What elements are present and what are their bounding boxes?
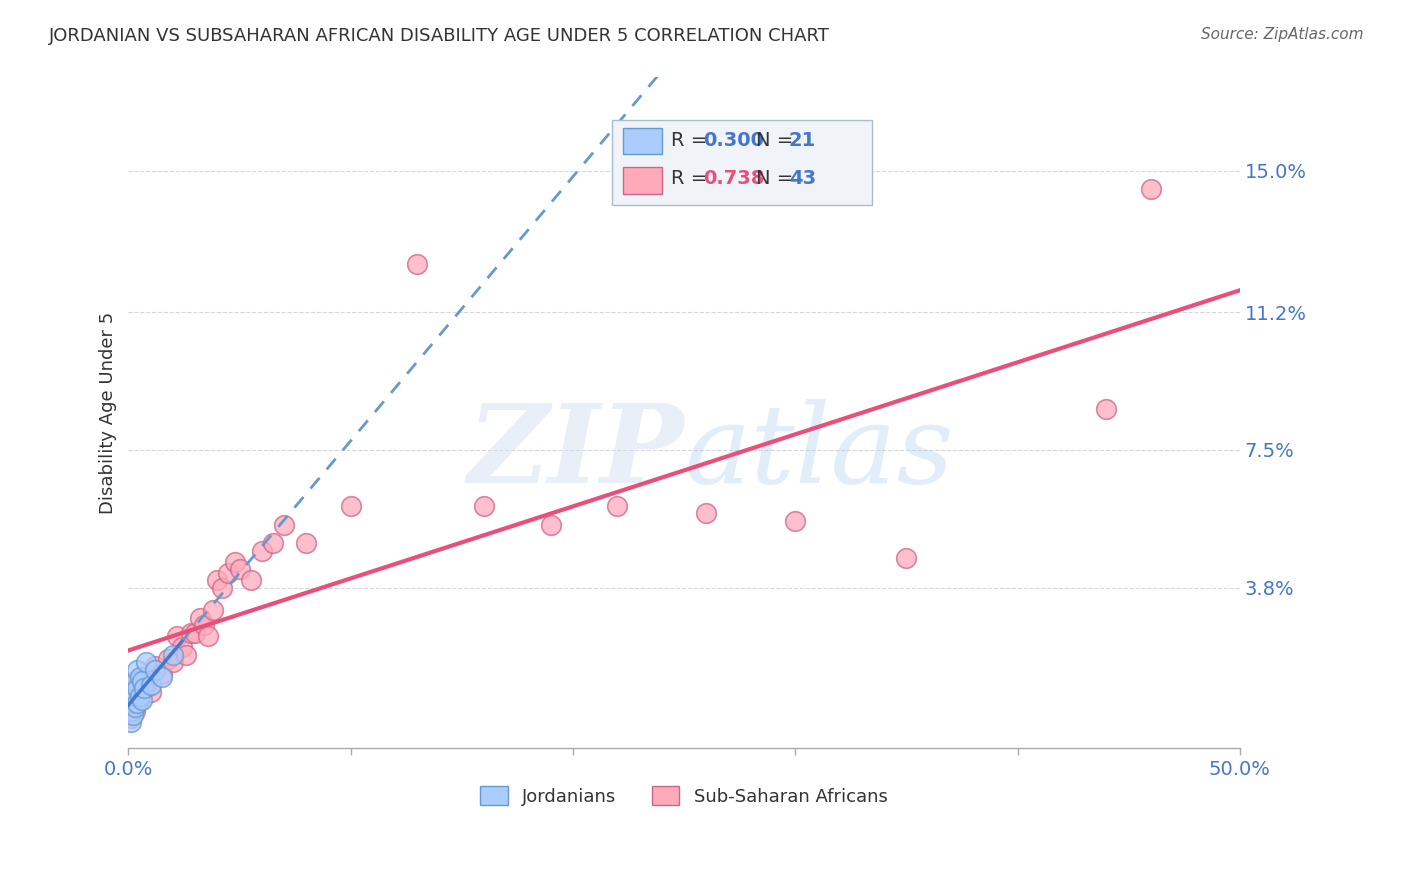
- Point: [211, 581, 233, 595]
- Point: [228, 562, 250, 576]
- Point: [143, 663, 166, 677]
- Text: 21: 21: [789, 131, 815, 150]
- Point: [131, 678, 153, 692]
- Point: [124, 704, 146, 718]
- Point: [170, 640, 193, 655]
- Text: atlas: atlas: [685, 400, 953, 507]
- Point: [131, 673, 153, 688]
- Point: [127, 681, 149, 696]
- Point: [135, 681, 157, 696]
- Point: [785, 514, 807, 528]
- Point: [472, 499, 495, 513]
- Point: [122, 685, 145, 699]
- Point: [143, 659, 166, 673]
- Point: [124, 700, 146, 714]
- Point: [896, 551, 918, 566]
- Y-axis label: Disability Age Under 5: Disability Age Under 5: [100, 311, 117, 514]
- Point: [406, 257, 429, 271]
- Point: [218, 566, 240, 580]
- Point: [695, 506, 717, 520]
- Text: Source: ZipAtlas.com: Source: ZipAtlas.com: [1201, 27, 1364, 42]
- Point: [124, 689, 146, 703]
- Point: [339, 499, 361, 513]
- Point: [127, 685, 149, 699]
- Point: [127, 663, 149, 677]
- Point: [239, 574, 262, 588]
- Point: [224, 555, 246, 569]
- Point: [132, 681, 155, 696]
- Point: [162, 648, 184, 662]
- Point: [127, 696, 149, 710]
- Point: [128, 670, 150, 684]
- Point: [122, 707, 145, 722]
- Point: [132, 670, 155, 684]
- Point: [295, 536, 318, 550]
- Point: [1140, 182, 1163, 196]
- Point: [150, 666, 173, 681]
- Point: [120, 711, 142, 725]
- Point: [262, 536, 284, 550]
- Point: [120, 704, 142, 718]
- Point: [135, 656, 157, 670]
- Point: [193, 618, 215, 632]
- Text: JORDANIAN VS SUBSAHARAN AFRICAN DISABILITY AGE UNDER 5 CORRELATION CHART: JORDANIAN VS SUBSAHARAN AFRICAN DISABILI…: [49, 27, 830, 45]
- Point: [139, 678, 162, 692]
- Point: [180, 625, 202, 640]
- Point: [127, 673, 149, 688]
- Point: [273, 517, 295, 532]
- Point: [122, 696, 145, 710]
- Point: [201, 603, 224, 617]
- Text: ZIP: ZIP: [468, 400, 685, 507]
- Point: [128, 689, 150, 703]
- Point: [1095, 402, 1118, 417]
- Point: [122, 696, 145, 710]
- Text: R =: R =: [671, 169, 713, 188]
- Text: N =: N =: [756, 131, 800, 150]
- Point: [188, 610, 211, 624]
- Text: N =: N =: [756, 169, 800, 188]
- Point: [157, 651, 180, 665]
- Point: [131, 692, 153, 706]
- Point: [174, 648, 197, 662]
- Point: [606, 499, 628, 513]
- Text: R =: R =: [671, 131, 713, 150]
- Point: [139, 685, 162, 699]
- Text: 43: 43: [789, 169, 815, 188]
- Point: [207, 574, 229, 588]
- Point: [162, 656, 184, 670]
- Point: [197, 629, 219, 643]
- Point: [166, 629, 188, 643]
- Point: [184, 625, 207, 640]
- Point: [250, 543, 273, 558]
- Text: 0.300: 0.300: [703, 131, 763, 150]
- Text: 0.738: 0.738: [703, 169, 765, 188]
- Point: [124, 673, 146, 688]
- Point: [120, 714, 142, 729]
- Legend: Jordanians, Sub-Saharan Africans: Jordanians, Sub-Saharan Africans: [474, 779, 896, 813]
- Point: [128, 692, 150, 706]
- Point: [540, 517, 562, 532]
- Point: [150, 670, 173, 684]
